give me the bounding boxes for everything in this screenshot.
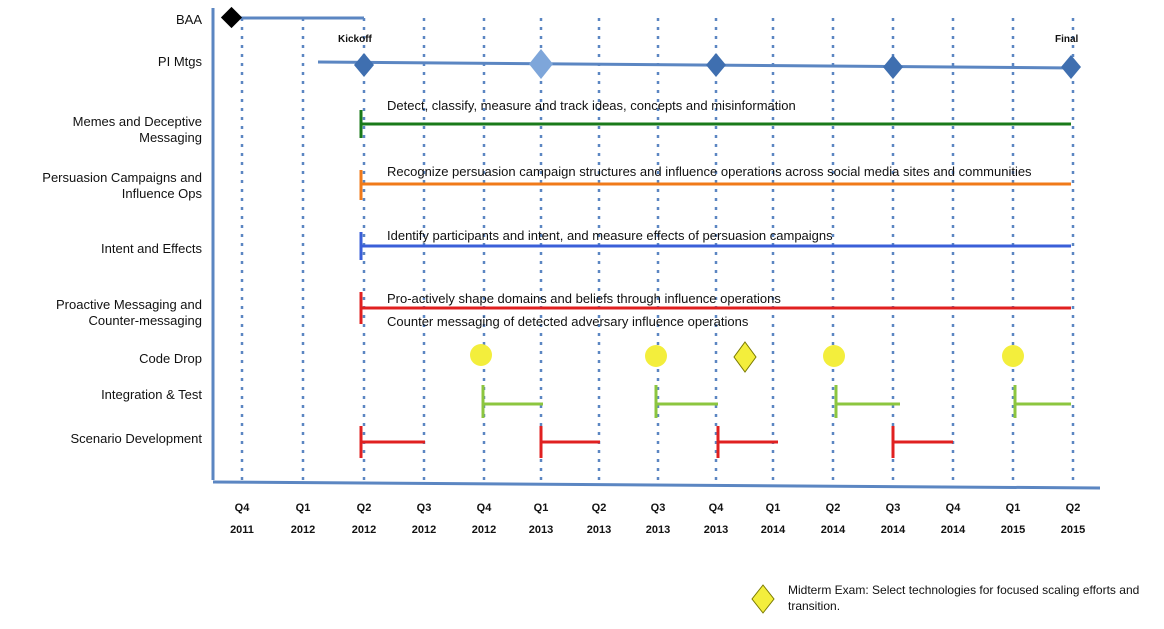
quarter-name: Q4 (476, 502, 492, 514)
quarter-label: Q2 2013 (574, 497, 624, 541)
quarter-name: Q4 (708, 502, 724, 514)
quarter-name: Q3 (650, 502, 666, 514)
pi-mtg-diamond (706, 53, 726, 77)
quarter-label: Q4 2012 (459, 497, 509, 541)
row-label-integration: Integration & Test (101, 387, 202, 402)
baa-diamond (220, 6, 243, 29)
quarter-year: 2011 (230, 524, 254, 536)
quarter-year: 2013 (586, 524, 612, 536)
quarter-label: Q1 2015 (988, 497, 1038, 541)
quarter-label: Q3 2013 (633, 497, 683, 541)
quarter-name: Q1 (533, 502, 549, 514)
proactive-text-1: Pro-actively shape domains and beliefs t… (387, 291, 781, 306)
pi-mtg-diamond (354, 53, 374, 77)
proactive-text-2: Counter messaging of detected adversary … (387, 314, 749, 329)
quarter-year: 2014 (820, 524, 846, 536)
code-drop-circle (1002, 345, 1024, 367)
integration-test-bars (481, 385, 1071, 418)
quarter-year: 2013 (703, 524, 729, 536)
quarter-name: Q1 (765, 502, 781, 514)
quarter-name: Q2 (1065, 502, 1081, 514)
x-axis (212, 480, 1101, 490)
final-label: Final (1055, 34, 1079, 45)
quarter-name: Q2 (825, 502, 841, 514)
row-label-pi-mtgs: PI Mtgs (157, 54, 202, 69)
quarter-year: 2014 (880, 524, 906, 536)
pi-mtg-diamond-light (529, 49, 553, 79)
quarter-label: Q1 2012 (278, 497, 328, 541)
row-label-baa: BAA (175, 12, 202, 27)
midterm-diamond (733, 341, 757, 373)
row-label-persuasion: Persuasion Campaigns and Influence Ops (42, 170, 202, 201)
quarter-label: Q1 2013 (516, 497, 566, 541)
quarter-label: Q4 2011 (217, 497, 267, 541)
quarter-label: Q2 2014 (808, 497, 858, 541)
quarter-year: 2015 (1000, 524, 1026, 536)
row-label-scenario: Scenario Development (70, 431, 202, 446)
quarter-name: Q3 (416, 502, 432, 514)
quarter-year: 2014 (760, 524, 786, 536)
persuasion-bar (359, 170, 1071, 200)
quarter-year: 2014 (940, 524, 966, 536)
scenario-development-bars (359, 426, 953, 458)
quarter-year: 2012 (351, 524, 377, 536)
quarter-year: 2013 (528, 524, 554, 536)
quarter-year: 2012 (471, 524, 497, 536)
intent-bar (359, 232, 1071, 260)
quarter-label: Q2 2012 (339, 497, 389, 541)
quarter-name: Q3 (885, 502, 901, 514)
quarter-name: Q1 (295, 502, 311, 514)
quarter-label: Q4 2013 (691, 497, 741, 541)
quarter-year: 2013 (645, 524, 671, 536)
quarter-name: Q1 (1005, 502, 1021, 514)
quarter-label: Q4 2014 (928, 497, 978, 541)
quarter-name: Q2 (356, 502, 372, 514)
pi-mtg-diamond (883, 55, 903, 79)
kickoff-label: Kickoff (338, 34, 372, 45)
quarter-name: Q4 (945, 502, 961, 514)
intent-text: Identify participants and intent, and me… (387, 228, 833, 243)
quarter-year: 2012 (290, 524, 316, 536)
quarter-label: Q2 2015 (1048, 497, 1098, 541)
memes-bar (359, 110, 1071, 138)
row-label-proactive: Proactive Messaging and Counter-messagin… (56, 297, 202, 328)
memes-text: Detect, classify, measure and track idea… (387, 98, 796, 113)
quarter-name: Q4 (234, 502, 250, 514)
quarter-year: 2012 (411, 524, 437, 536)
quarter-label: Q1 2014 (748, 497, 798, 541)
row-label-memes: Memes and Deceptive Messaging (72, 114, 202, 145)
quarter-label: Q3 2012 (399, 497, 449, 541)
code-drop-circle (823, 345, 845, 367)
quarter-label: Q3 2014 (868, 497, 918, 541)
proactive-bar (359, 292, 1071, 324)
row-label-intent: Intent and Effects (101, 241, 202, 256)
row-label-code-drop: Code Drop (139, 351, 202, 366)
code-drop-circle (470, 344, 492, 366)
legend-text: Midterm Exam: Select technologies for fo… (788, 583, 1140, 613)
pi-mtg-diamond (1061, 55, 1081, 79)
quarter-year: 2015 (1060, 524, 1086, 536)
code-drop-circle (645, 345, 667, 367)
midterm-legend-icon (751, 584, 775, 614)
code-drops (470, 344, 1024, 367)
pi-mtgs-line (317, 60, 1074, 70)
quarter-name: Q2 (591, 502, 607, 514)
persuasion-text: Recognize persuasion campaign structures… (387, 164, 1032, 179)
